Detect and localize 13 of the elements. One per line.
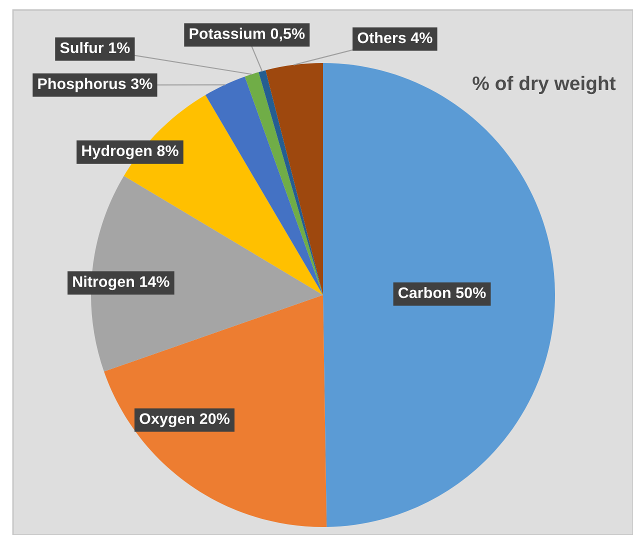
slice-label: Oxygen 20%	[140, 413, 230, 428]
pie-slice	[205, 76, 323, 295]
slice-label: Potassium 0,5%	[190, 28, 305, 42]
pie-slice	[244, 72, 323, 295]
text: % of dry weight	[472, 76, 616, 94]
slice-label: Nitrogen 14%	[73, 276, 170, 290]
slice-label: Sulfur 1%	[60, 42, 130, 54]
slice-label: Hydrogen 8%	[82, 144, 178, 160]
slice-label: Others 4%	[358, 32, 432, 44]
pie-slice	[323, 63, 555, 527]
pie-slice	[104, 295, 327, 527]
slice-label: Carbon 50%	[398, 286, 486, 298]
slice-label: Phosphorus 3%	[38, 78, 152, 92]
